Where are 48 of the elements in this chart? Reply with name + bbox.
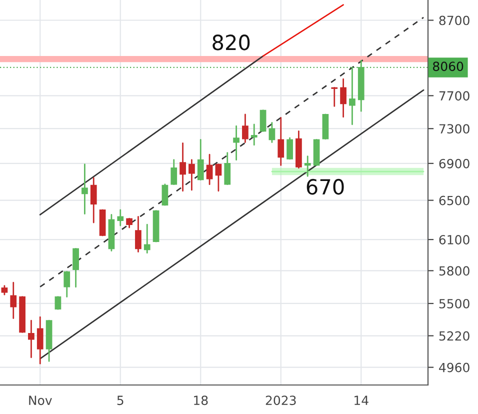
candlestick	[82, 164, 88, 214]
candlestick	[64, 271, 70, 298]
candlestick	[206, 154, 213, 186]
y-tick-label: 6500	[439, 196, 470, 206]
candlestick	[224, 152, 231, 186]
y-tick-label: 7300	[439, 124, 470, 134]
candlestick	[215, 164, 222, 192]
candlestick	[268, 122, 276, 143]
candlestick	[180, 142, 186, 192]
candlestick	[72, 248, 79, 288]
candlestick	[260, 110, 266, 132]
x-tick-label: Nov	[29, 396, 52, 406]
candlestick	[90, 177, 97, 224]
candlestick	[28, 320, 34, 358]
candlestick	[117, 209, 124, 226]
candlestick	[10, 282, 17, 319]
x-tick-label: 2023	[266, 396, 296, 406]
candlestick	[170, 159, 178, 186]
ref-line-label: 8060	[433, 62, 464, 72]
y-tick-label: 4960	[439, 362, 470, 372]
candlestick	[340, 78, 346, 118]
candlestick	[188, 159, 195, 191]
annotation: 820	[212, 34, 250, 50]
candlestick	[162, 184, 168, 206]
y-tick-label: 8700	[439, 16, 470, 26]
candlestick	[304, 156, 311, 177]
candlestick	[349, 66, 356, 126]
y-tick-label: 7700	[439, 91, 470, 101]
candlestick	[36, 316, 44, 364]
candlestick	[286, 137, 293, 160]
x-tick-label: 14	[354, 396, 368, 405]
y-tick-label: 5800	[439, 266, 470, 276]
candlestick	[144, 224, 150, 254]
x-tick-label: 5	[117, 396, 124, 406]
y-tick-label: 5500	[439, 298, 470, 308]
candlestick	[233, 125, 240, 161]
x-tick-label: 18	[194, 396, 208, 406]
candlestick	[278, 117, 284, 166]
candlestick	[54, 296, 62, 310]
candlestick	[250, 124, 258, 146]
y-tick-label: 5220	[439, 331, 470, 341]
annotation: 670	[306, 178, 344, 195]
y-tick-label: 6100	[439, 235, 470, 244]
candlestick	[197, 139, 204, 180]
y-tick-label: 6900	[439, 158, 470, 168]
candlestick	[135, 216, 142, 253]
candlestick	[331, 87, 338, 107]
candlestick	[242, 114, 248, 143]
